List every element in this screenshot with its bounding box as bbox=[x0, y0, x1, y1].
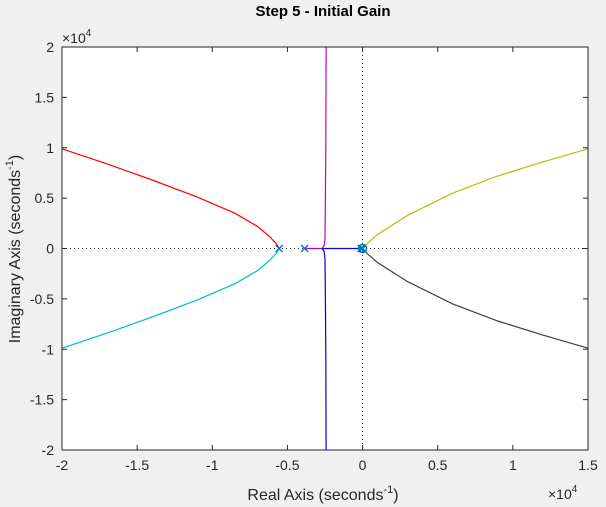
x-tick-label: -2 bbox=[56, 457, 69, 473]
y-tick-label: 2 bbox=[46, 39, 54, 55]
pole-marker bbox=[300, 244, 309, 253]
pole-marker-stroke bbox=[275, 244, 284, 253]
y-tick-label: 1 bbox=[46, 140, 54, 156]
locus-branch-1 bbox=[61, 148, 280, 249]
x-tick-label: -1.5 bbox=[125, 457, 149, 473]
locus-branch-7 bbox=[362, 248, 589, 349]
y-tick-label: 0.5 bbox=[35, 190, 55, 206]
y-tick-label: 1.5 bbox=[35, 89, 55, 105]
y-tick-label: -2 bbox=[42, 442, 55, 458]
x-tick-label: 1 bbox=[509, 457, 517, 473]
x-tick-label: -0.5 bbox=[275, 457, 299, 473]
x-tick-label: 0.5 bbox=[428, 457, 448, 473]
locus-branch-4 bbox=[321, 248, 327, 451]
zero-marker bbox=[357, 243, 368, 254]
y-multiplier: ×104 bbox=[62, 28, 92, 46]
pole-marker bbox=[275, 244, 284, 253]
pole-marker bbox=[358, 244, 367, 253]
chart-title: Step 5 - Initial Gain bbox=[255, 3, 390, 20]
x-axis-label: Real Axis (seconds-1) bbox=[247, 484, 398, 504]
pole-marker-stroke bbox=[358, 244, 367, 253]
series-layer bbox=[61, 46, 589, 451]
x-tick-label: 0 bbox=[359, 457, 367, 473]
y-tick-label: -0.5 bbox=[30, 291, 54, 307]
locus-branch-6 bbox=[362, 148, 589, 249]
pole-zero-markers bbox=[275, 243, 368, 254]
y-tick-label: -1 bbox=[42, 341, 55, 357]
y-tick-label: 0 bbox=[46, 241, 54, 257]
pole-marker-stroke bbox=[300, 244, 309, 253]
x-multiplier: ×104 bbox=[548, 484, 578, 502]
locus-branch-2 bbox=[61, 248, 280, 349]
x-tick-label: -1 bbox=[206, 457, 219, 473]
tick-layer: -2 -1.5 -1 -0.5 0 0.5 1 1.5 -2 -1.5 -1 -0.5 0 0.5 1 1.5… bbox=[30, 39, 598, 473]
y-axis-label: Imaginary Axis (seconds-1) bbox=[4, 155, 24, 344]
x-tick-label: 1.5 bbox=[578, 457, 598, 473]
y-tick-label: -1.5 bbox=[30, 392, 54, 408]
